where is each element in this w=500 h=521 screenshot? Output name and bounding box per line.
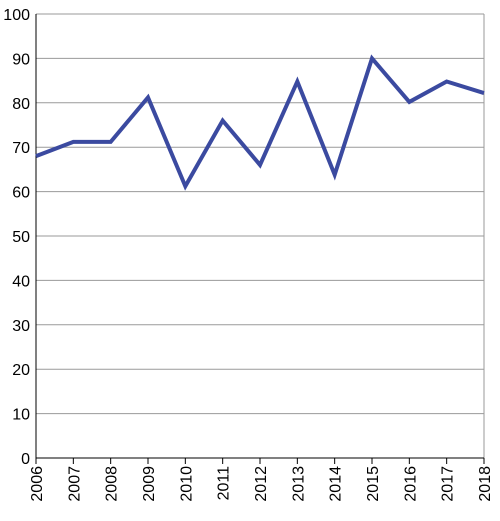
x-tick-label: 2016 xyxy=(402,466,419,502)
y-tick-label: 50 xyxy=(12,229,30,246)
x-tick-label: 2015 xyxy=(365,466,382,502)
y-tick-label: 0 xyxy=(21,451,30,468)
y-tick-label: 90 xyxy=(12,51,30,68)
axis-layer xyxy=(35,14,485,464)
x-tick-label: 2008 xyxy=(104,466,121,502)
x-tick-label: 2017 xyxy=(440,466,457,502)
x-tick-label: 2011 xyxy=(216,466,233,501)
y-tick-label: 60 xyxy=(12,185,30,202)
x-tick-label: 2009 xyxy=(141,466,158,502)
series-line-0 xyxy=(35,54,485,191)
y-tick-label: 80 xyxy=(12,96,30,113)
x-tick-label: 2013 xyxy=(290,466,307,502)
label-layer: 0 10 20 30 40 50 60 70 80 90 100 2006 2007 2008 2009 20… xyxy=(3,7,494,502)
x-tick-label: 2014 xyxy=(328,466,345,502)
y-tick-label: 70 xyxy=(12,140,30,157)
x-tick-label: 2006 xyxy=(29,466,46,502)
grid-layer xyxy=(36,13,485,458)
y-tick-label: 10 xyxy=(12,407,30,424)
x-tick-label: 2010 xyxy=(178,466,195,502)
y-tick-label: 30 xyxy=(12,318,30,335)
series-layer xyxy=(35,54,485,191)
y-tick-label: 100 xyxy=(3,7,30,24)
y-tick-label: 20 xyxy=(12,362,30,379)
x-tick-label: 2018 xyxy=(477,466,494,502)
x-tick-label: 2007 xyxy=(66,466,83,502)
y-tick-label: 40 xyxy=(12,273,30,290)
x-tick-label: 2012 xyxy=(253,466,270,502)
